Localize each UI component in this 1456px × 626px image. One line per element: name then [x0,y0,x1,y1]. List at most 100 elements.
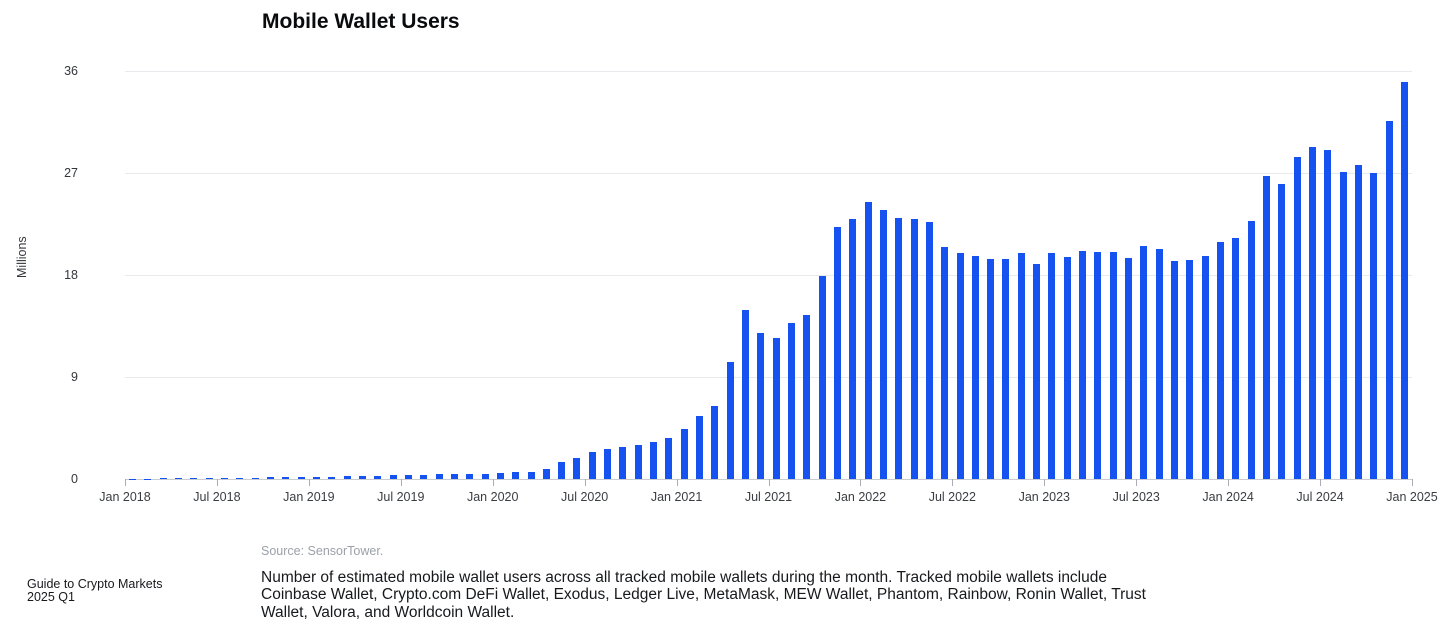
bar-jul-2021 [772,338,780,479]
bar-mar-2024 [1262,176,1270,479]
bar-dec-2022 [1033,263,1041,479]
y-tick-label-9: 9 [71,370,78,384]
footer-line-1: Guide to Crypto Markets [27,577,163,591]
bar-mar-2023 [1079,251,1087,479]
bar-sep-2020 [619,447,627,479]
bar-oct-2024 [1370,173,1378,479]
bar-sep-2019 [435,474,443,479]
bar-jan-2021 [680,429,688,479]
y-tick-label-27: 27 [64,166,78,180]
bar-apr-2024 [1278,184,1286,479]
bar-feb-2019 [328,476,336,479]
bar-jan-2023 [1048,253,1056,479]
bar-mar-2018 [159,478,167,479]
bar-apr-2020 [542,468,550,479]
gridline-y-27 [125,173,1412,174]
bar-dec-2018 [297,476,305,479]
bar-jul-2022 [956,253,964,479]
bar-nov-2023 [1201,255,1209,479]
bar-aug-2020 [604,448,612,479]
bar-may-2019 [374,475,382,479]
bar-jun-2023 [1125,258,1133,479]
bar-jun-2020 [573,458,581,479]
bar-oct-2022 [1002,259,1010,479]
bar-nov-2024 [1385,120,1393,479]
bar-apr-2022 [910,219,918,479]
bar-may-2023 [1109,252,1117,479]
bar-feb-2021 [696,415,704,479]
bar-nov-2018 [282,477,290,479]
x-tick-mark-jul-2018 [216,479,218,486]
chart-title: Mobile Wallet Users [262,10,460,33]
x-tick-label-jul-2024: Jul 2024 [1296,490,1344,504]
bar-jan-2020 [496,473,504,479]
x-tick-label-jan-2019: Jan 2019 [283,490,335,504]
bar-dec-2019 [481,473,489,479]
bar-sep-2021 [803,314,811,479]
bar-aug-2019 [420,474,428,479]
bar-aug-2021 [787,322,795,479]
bar-nov-2021 [833,227,841,479]
x-tick-mark-jan-2021 [676,479,678,486]
bar-jun-2024 [1308,146,1316,479]
bar-oct-2021 [818,276,826,479]
x-tick-label-jul-2021: Jul 2021 [744,490,793,504]
x-tick-mark-jul-2020 [584,479,586,486]
bar-apr-2019 [358,475,366,479]
bar-aug-2024 [1339,171,1347,479]
y-tick-label-0: 0 [71,472,78,486]
bar-mar-2022 [895,218,903,479]
x-tick-mark-jul-2019 [400,479,402,486]
bar-may-2020 [558,462,566,479]
plot-area: Jan 2018 Jul 2018 Jan 2019 Jul 2019 Jan 2020… [99,71,1438,504]
bar-sep-2018 [251,477,259,479]
bar-jul-2018 [221,477,229,479]
bar-apr-2021 [726,362,734,479]
gridline-y-18 [125,275,1412,276]
x-tick-label-jan-2020: Jan 2020 [466,490,519,504]
bar-may-2018 [190,478,198,479]
bar-feb-2023 [1063,256,1071,479]
bar-aug-2018 [236,477,244,479]
bar-feb-2022 [879,210,887,479]
bar-nov-2019 [466,473,474,479]
x-tick-label-jul-2018: Jul 2018 [193,490,241,504]
x-tick-label-jul-2019: Jul 2019 [377,490,425,504]
bar-may-2021 [742,310,750,479]
bar-jul-2019 [404,475,412,479]
x-tick-mark-jan-2023 [1044,479,1046,486]
bar-oct-2019 [450,474,458,479]
bar-jul-2023 [1140,245,1148,479]
x-tick-mark-jan-2020 [492,479,494,486]
x-tick-mark-jan-2018 [125,479,126,486]
footer-note: Guide to Crypto Markets 2025 Q1 [27,578,197,603]
x-tick-mark-jul-2023 [1136,479,1138,486]
x-tick-mark-jan-2019 [308,479,310,486]
x-tick-mark-jul-2024 [1320,479,1322,486]
bar-dec-2020 [665,437,673,479]
bar-oct-2020 [634,445,642,479]
bar-nov-2020 [650,441,658,479]
bar-dec-2021 [849,219,857,479]
x-tick-label-jul-2023: Jul 2023 [1112,490,1160,504]
bar-oct-2018 [267,477,275,479]
x-tick-mark-jan-2024 [1228,479,1230,486]
x-tick-label-jul-2022: Jul 2022 [928,490,976,504]
bar-jan-2019 [313,476,321,479]
bar-nov-2022 [1017,253,1025,479]
bar-mar-2020 [527,471,535,479]
bar-feb-2024 [1247,220,1255,479]
x-tick-label-jan-2021: Jan 2021 [650,490,703,504]
footer-line-2: 2025 Q1 [27,589,75,604]
bar-may-2024 [1293,157,1301,479]
bar-aug-2023 [1155,248,1163,479]
gridline-y-36 [125,71,1412,72]
bar-apr-2018 [175,478,183,479]
gridline-y-9 [125,377,1412,378]
x-tick-mark-jul-2021 [768,479,770,486]
source-note: Source: SensorTower. [261,544,384,558]
y-tick-labels: 0 9 18 27 36 [0,64,78,486]
bar-jan-2022 [864,202,872,479]
x-tick-label-jan-2023: Jan 2023 [1018,490,1070,504]
